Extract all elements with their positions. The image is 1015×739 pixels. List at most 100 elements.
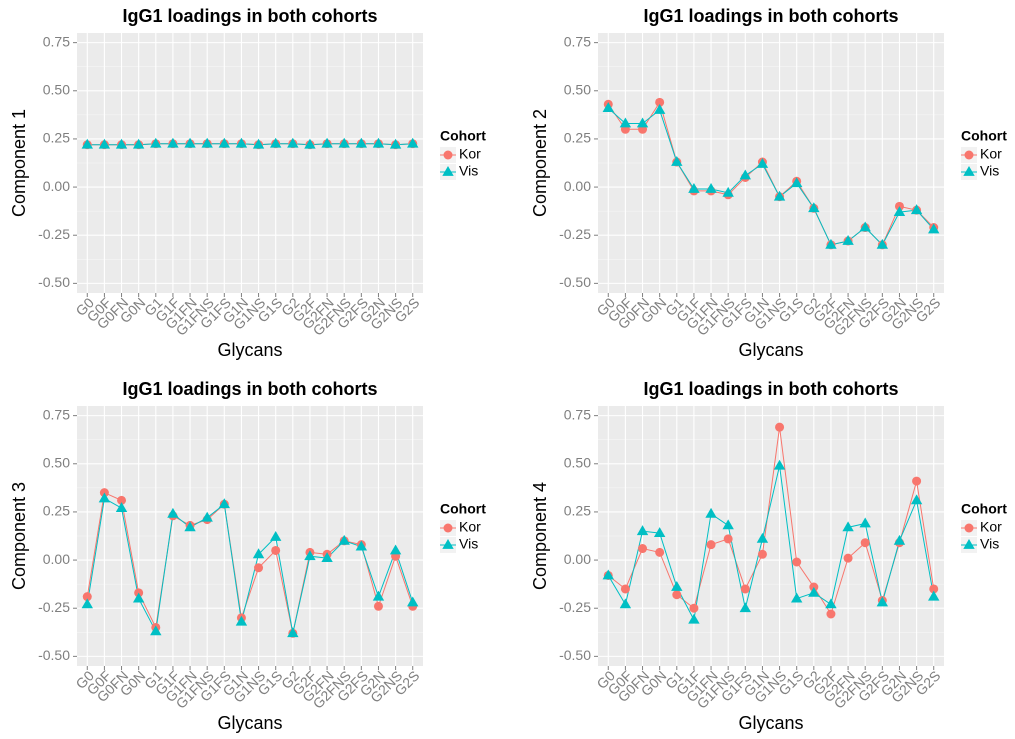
data-point — [355, 540, 368, 551]
data-point — [825, 598, 837, 609]
data-point — [389, 138, 402, 149]
data-point — [893, 206, 906, 217]
y-axis-label: Component 1 — [9, 109, 29, 217]
legend-marker — [442, 539, 454, 549]
chart-title: IgG1 loadings in both cohorts — [123, 379, 378, 399]
data-point — [773, 190, 786, 201]
legend-marker — [964, 523, 974, 533]
data-point — [201, 511, 213, 522]
data-point — [655, 97, 665, 107]
data-point — [81, 598, 93, 609]
y-tick-label: -0.50 — [559, 647, 591, 663]
chart-panel: -0.50-0.250.000.250.500.75G0G0FG0FNG0NG1… — [530, 379, 1007, 733]
data-point — [790, 177, 803, 188]
data-point — [389, 544, 402, 555]
data-point — [115, 502, 128, 512]
y-tick-label: -0.25 — [559, 226, 591, 242]
legend-marker — [963, 166, 975, 176]
data-point — [653, 527, 666, 538]
data-point — [773, 459, 786, 470]
y-axis-label: Component 2 — [530, 109, 550, 217]
data-point — [739, 169, 752, 180]
data-point — [338, 137, 350, 148]
legend-title: Cohort — [961, 128, 1007, 144]
data-point — [893, 534, 906, 545]
data-point — [338, 534, 350, 545]
data-point — [235, 137, 248, 148]
y-tick-label: -0.25 — [38, 226, 70, 242]
data-point — [706, 540, 716, 550]
data-point — [688, 183, 700, 193]
data-point — [671, 156, 683, 166]
legend-label: Vis — [980, 163, 999, 179]
chart-title: IgG1 loadings in both cohorts — [644, 6, 899, 26]
data-point — [372, 590, 385, 601]
data-point — [82, 592, 92, 602]
data-point — [619, 117, 632, 128]
data-point — [653, 104, 666, 114]
data-point — [407, 596, 419, 607]
y-tick-label: 0.75 — [43, 406, 70, 422]
x-axis-label: Glycans — [217, 713, 282, 733]
data-point — [842, 521, 854, 532]
data-point — [757, 549, 767, 559]
y-axis-label: Component 3 — [9, 482, 29, 590]
data-point — [287, 627, 299, 638]
data-point — [722, 519, 734, 530]
data-point — [876, 238, 889, 249]
data-point — [619, 598, 632, 609]
y-tick-label: 0.75 — [43, 33, 70, 49]
data-point — [655, 547, 665, 557]
x-axis-label: Glycans — [217, 340, 282, 360]
y-tick-label: -0.25 — [38, 599, 70, 615]
data-point — [602, 102, 614, 113]
data-point — [910, 204, 923, 215]
y-tick-label: 0.00 — [43, 551, 70, 567]
data-point — [843, 553, 853, 563]
y-tick-label: 0.00 — [564, 178, 591, 194]
data-point — [756, 532, 769, 543]
data-point — [271, 545, 281, 555]
legend-label: Vis — [459, 163, 478, 179]
data-point — [184, 521, 196, 532]
y-tick-label: -0.50 — [38, 274, 70, 290]
data-point — [826, 609, 836, 619]
data-point — [98, 138, 111, 149]
data-point — [705, 183, 717, 193]
data-point — [252, 138, 265, 149]
data-point — [636, 525, 649, 536]
legend-title: Cohort — [961, 501, 1007, 517]
data-point — [98, 492, 111, 503]
data-point — [218, 137, 231, 148]
legend-label: Kor — [980, 519, 1002, 535]
data-point — [756, 157, 769, 168]
data-point — [602, 569, 614, 580]
data-point — [928, 223, 940, 234]
data-point — [304, 550, 316, 561]
data-point — [722, 186, 734, 197]
y-tick-label: 0.25 — [564, 130, 591, 146]
data-point — [790, 592, 803, 603]
data-point — [859, 517, 871, 528]
data-point — [304, 138, 316, 149]
y-tick-label: 0.50 — [564, 454, 591, 470]
data-point — [150, 137, 162, 148]
data-point — [672, 590, 682, 600]
y-tick-label: 0.50 — [43, 454, 70, 470]
legend-label: Kor — [980, 146, 1002, 162]
data-point — [912, 476, 922, 486]
data-point — [860, 538, 870, 548]
data-point — [373, 601, 383, 611]
chart-title: IgG1 loadings in both cohorts — [644, 379, 899, 399]
data-point — [117, 495, 127, 505]
legend-marker — [443, 150, 453, 160]
data-point — [254, 563, 264, 573]
data-point — [355, 137, 368, 148]
data-point — [167, 507, 179, 518]
data-point — [929, 584, 939, 594]
x-axis-label: Glycans — [738, 713, 803, 733]
y-tick-label: 0.50 — [564, 81, 591, 97]
y-tick-label: -0.50 — [38, 647, 70, 663]
data-point — [638, 544, 648, 554]
data-point — [81, 138, 93, 149]
